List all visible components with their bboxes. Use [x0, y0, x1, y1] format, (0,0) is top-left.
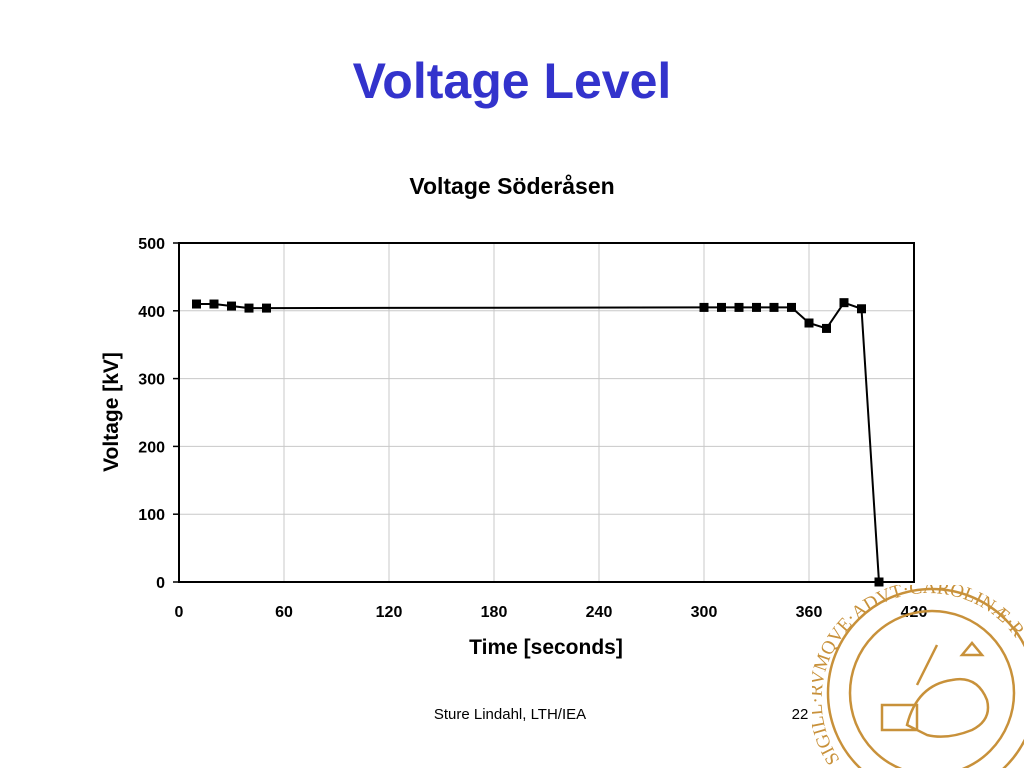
data-point [857, 304, 866, 314]
y-tick-label: 100 [138, 507, 165, 524]
series-voltage [192, 298, 884, 587]
data-point [752, 302, 761, 312]
x-tick-label: 180 [481, 604, 508, 621]
voltage-chart: Voltage Söderåsen 0 60 120 180 240 300 360 4200… [100, 173, 927, 659]
x-tick-label: 60 [275, 604, 293, 621]
slide-title: Voltage Level [352, 53, 672, 109]
y-axis-label: Voltage [kV] [100, 352, 123, 472]
x-tick-label: 240 [586, 604, 613, 621]
data-point [769, 302, 779, 312]
data-point [227, 301, 236, 311]
data-point [262, 303, 271, 313]
plot-area-frame [178, 242, 915, 583]
data-point [244, 303, 254, 313]
data-point [192, 299, 201, 309]
data-point [822, 323, 831, 333]
chart-title: Voltage Söderåsen [409, 173, 614, 199]
data-point [804, 318, 814, 328]
data-point [734, 302, 744, 312]
x-tick-label: 300 [691, 604, 718, 621]
data-point [787, 302, 796, 312]
data-point [717, 302, 726, 312]
x-tick-label: 120 [376, 604, 403, 621]
series-line [196, 301, 880, 583]
x-tick-label: 0 [175, 604, 184, 621]
data-point [209, 299, 219, 309]
y-tick-label: 500 [138, 236, 165, 253]
data-point [874, 577, 884, 587]
university-seal-logo: SIGILL·RVMQVE·ADVT·CAROLINÆ·RVM [812, 585, 1024, 768]
page-number: 22 [791, 706, 809, 723]
y-tick-label: 0 [156, 575, 165, 592]
data-point [839, 298, 849, 308]
data-point [699, 302, 709, 312]
footer-author: Sture Lindahl, LTH/IEA [433, 706, 587, 723]
y-tick-label: 200 [138, 439, 165, 456]
grid-lines [179, 243, 914, 582]
x-tick-label: 360 [796, 604, 823, 621]
y-tick-label: 300 [138, 372, 165, 389]
x-axis-label: Time [seconds] [469, 636, 623, 659]
y-tick-label: 400 [138, 304, 165, 321]
